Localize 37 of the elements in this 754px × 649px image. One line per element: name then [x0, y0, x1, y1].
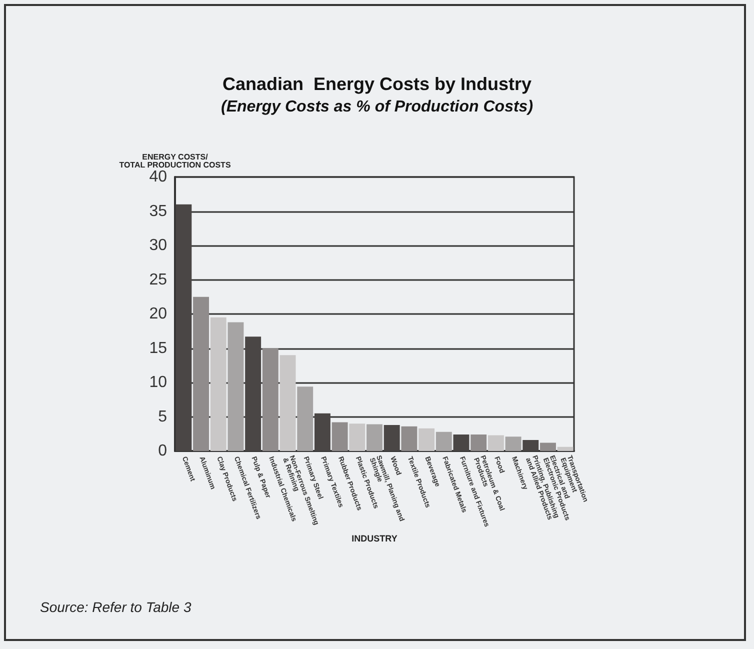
y-tick-label: 20 [149, 306, 168, 322]
bar [366, 424, 382, 451]
bar [193, 296, 209, 451]
bar [210, 317, 226, 451]
bar [384, 424, 400, 451]
bar [262, 348, 278, 451]
bar [280, 355, 296, 451]
y-tick-label: 0 [158, 442, 168, 460]
bar [505, 436, 522, 451]
bar [522, 440, 539, 451]
chart-subtitle: (Energy Costs as % of Production Costs) [220, 98, 534, 116]
bar [488, 435, 504, 451]
bar [470, 434, 487, 451]
y-tick-label: 5 [158, 408, 168, 426]
y-tick-label: 25 [149, 271, 168, 288]
source-note: Source: Refer to Table 3 [40, 599, 192, 615]
bar [453, 434, 470, 451]
bar [176, 204, 192, 451]
y-tick-label: 15 [149, 340, 168, 357]
bar [401, 426, 418, 451]
y-tick-label: 35 [149, 202, 168, 220]
y-tick-label: 40 [149, 168, 168, 186]
bar [349, 424, 366, 451]
bar [418, 428, 435, 451]
bar [297, 386, 314, 451]
x-axis-title: INDUSTRY [352, 534, 398, 544]
y-axis-title: ENERGY COSTS/ TOTAL PRODUCTION COSTS [119, 152, 232, 170]
bar [540, 442, 556, 451]
chart-title: Canadian Energy Costs by Industry [222, 74, 532, 94]
bar [436, 432, 452, 451]
y-tick-label: 10 [149, 374, 168, 391]
bar [332, 422, 348, 451]
bar [557, 446, 574, 451]
bar [245, 336, 262, 451]
bar [228, 322, 244, 451]
y-tick-label: 30 [149, 237, 168, 254]
bar [314, 413, 330, 451]
